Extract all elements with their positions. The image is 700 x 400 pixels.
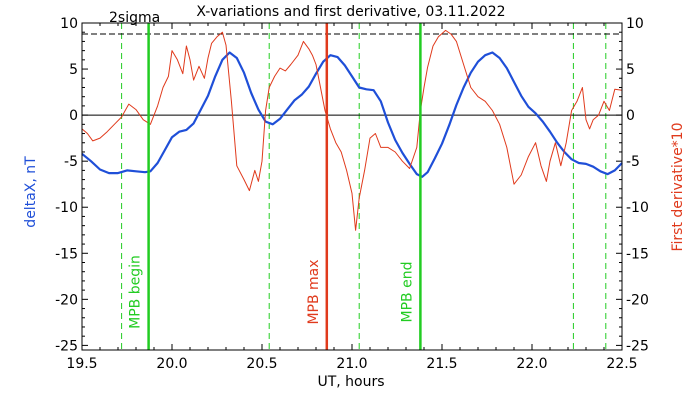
y-tick-label-right: -5 bbox=[626, 154, 640, 170]
marker-label-1: MPB begin bbox=[128, 255, 144, 329]
x-tick-label: 21.0 bbox=[336, 356, 367, 372]
y-tick-label-left: -10 bbox=[55, 200, 78, 216]
plot-area: MPB begin MPB max MPB end 19.5 20.0 20.5 21.0 2… bbox=[55, 16, 649, 372]
series-line-2 bbox=[81, 29, 623, 231]
y-tick-label-left: -15 bbox=[55, 246, 78, 262]
y-tick-label-left: -20 bbox=[55, 292, 78, 308]
y-tick-label-right: -15 bbox=[626, 246, 649, 262]
chart-title: X-variations and first derivative, 03.11… bbox=[196, 4, 505, 20]
y-tick-label-left: -5 bbox=[64, 154, 78, 170]
y-tick-label-right: -10 bbox=[626, 200, 649, 216]
x-axis-label: UT, hours bbox=[317, 374, 384, 390]
y-tick-label-right: 0 bbox=[626, 108, 635, 124]
plot-frame bbox=[81, 22, 623, 351]
x-tick-label: 22.0 bbox=[516, 356, 547, 372]
threshold-label: 2sigma bbox=[109, 10, 160, 26]
y-tick-label-right: 5 bbox=[626, 62, 635, 78]
y-tick-label-right: 10 bbox=[626, 16, 644, 32]
y-tick-label-right: -20 bbox=[626, 292, 649, 308]
y-tick-label-left: 10 bbox=[60, 16, 78, 32]
x-tick-label: 21.5 bbox=[426, 356, 457, 372]
x-tick-label: 20.0 bbox=[156, 356, 187, 372]
right-y-axis-label: First derivative*10 bbox=[670, 122, 686, 251]
x-tick-label: 22.5 bbox=[606, 356, 637, 372]
marker-label-3: MPB end bbox=[399, 262, 415, 323]
y-tick-label-left: 0 bbox=[69, 108, 78, 124]
y-tick-label-left: 5 bbox=[69, 62, 78, 78]
x-tick-label: 20.5 bbox=[246, 356, 277, 372]
y-tick-label-left: -25 bbox=[55, 338, 78, 354]
series-line-1 bbox=[81, 51, 623, 178]
x-tick-label: 19.5 bbox=[66, 356, 97, 372]
marker-label-2: MPB max bbox=[306, 259, 322, 324]
y-tick-label-right: -25 bbox=[626, 338, 649, 354]
left-y-axis-label: deltaX, nT bbox=[23, 156, 39, 228]
